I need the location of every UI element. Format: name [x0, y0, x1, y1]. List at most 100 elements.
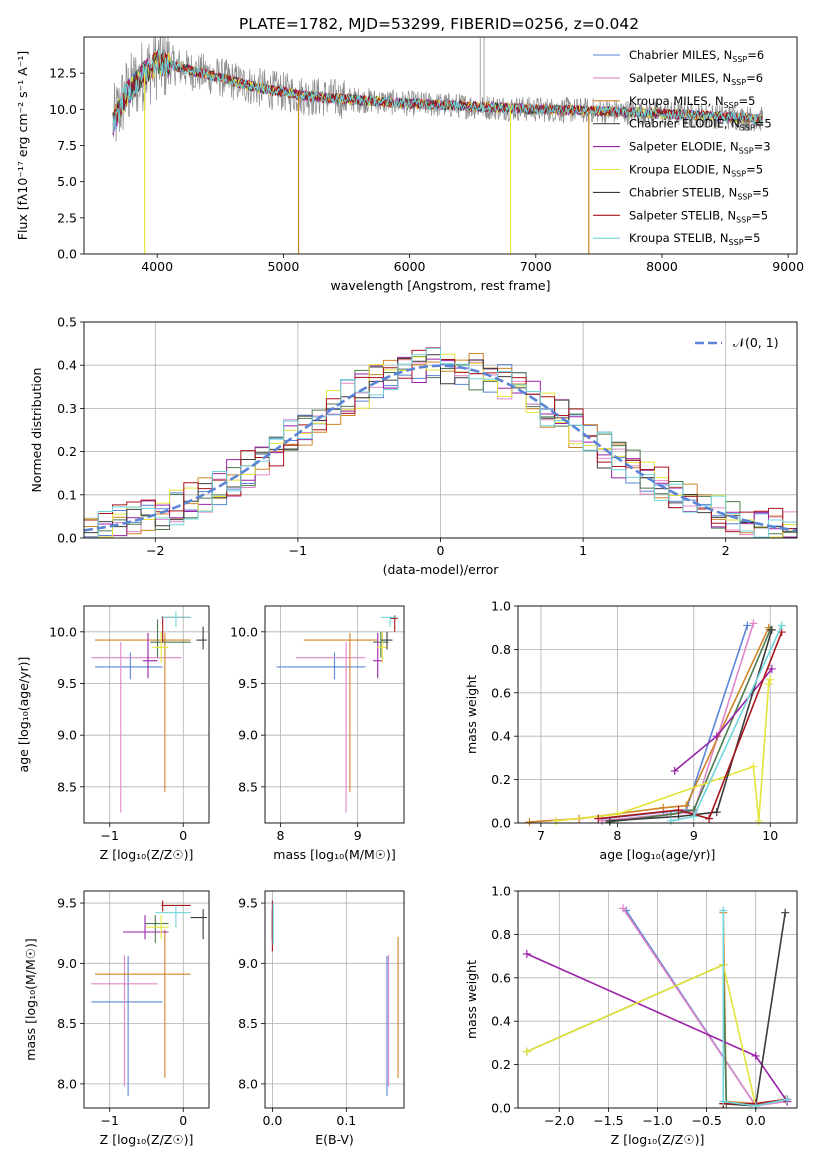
figure-title: PLATE=1782, MJD=53299, FIBERID=0256, z=0… — [239, 15, 639, 33]
mass-vs-ebv-chart: 0.0 0.1 8.0 8.5 9.0 9.5 E(B-V) — [238, 890, 405, 1147]
y-tick-label: 9.0 — [57, 956, 77, 971]
legend-entry: Salpeter STELIB, NSSP=5 — [629, 208, 768, 224]
y-tick-label: 1.0 — [491, 599, 511, 614]
y-tick-label: 8.5 — [57, 779, 77, 794]
x-tick-label: −2.0 — [544, 1113, 574, 1128]
age-vs-z-chart-grid — [84, 606, 209, 823]
y-tick-label: 2.5 — [57, 210, 77, 225]
weight-point — [719, 906, 728, 915]
mass-vs-ebv-chart-content — [271, 900, 399, 1096]
legend-entry: Salpeter ELODIE, NSSP=3 — [629, 140, 771, 156]
errorbar-point — [303, 632, 377, 792]
errorbar-point — [142, 632, 158, 679]
residual-histogram-chart-content — [84, 346, 797, 538]
mass-vs-z-chart-content — [91, 900, 207, 1096]
y-tick-label: 12.5 — [49, 66, 77, 81]
x-tick-label: −1 — [101, 828, 119, 843]
histogram-series — [84, 347, 797, 538]
x-tick-label: −1 — [101, 1113, 119, 1128]
weight-point — [522, 949, 531, 958]
weight-series — [522, 960, 760, 1110]
y-tick-label: 0.0 — [57, 247, 77, 262]
y-tick-label: 9.5 — [57, 896, 77, 911]
weight-point — [767, 625, 776, 634]
x-tick-label: 9 — [690, 828, 698, 843]
y-tick-label: 9.5 — [238, 676, 258, 691]
mass-vs-z-chart-frame — [83, 890, 210, 1109]
weight-vs-z-chart-content — [522, 904, 792, 1110]
y-tick-label: 9.0 — [238, 956, 258, 971]
legend-entry: Chabrier STELIB, NSSP=5 — [629, 185, 769, 201]
x-tick-label: 10 — [762, 828, 778, 843]
weight-series — [719, 908, 790, 1108]
y-tick-label: 9.5 — [238, 896, 258, 911]
x-tick-label: −1.5 — [593, 1113, 623, 1128]
weight-vs-z-chart-grid — [518, 890, 797, 1109]
legend-entry: Kroupa MILES, NSSP=5 — [629, 94, 755, 110]
weight-point — [719, 1097, 728, 1106]
weight-point — [659, 803, 668, 812]
x-tick-label: 0.1 — [336, 1113, 356, 1128]
errorbar-point — [390, 615, 398, 632]
weight-vs-z-chart: −2.0 −1.5 −1.0 −0.5 0.0 0.0 0.2 0.4 0.6 0.8 1.0 Z [… — [464, 884, 798, 1147]
y-tick-label: 9.0 — [238, 728, 258, 743]
x-tick-label: 8 — [613, 828, 621, 843]
errorbar-point — [150, 619, 191, 658]
y-tick-label: 0.2 — [491, 1057, 511, 1072]
legend-entry: Kroupa ELODIE, NSSP=5 — [629, 163, 763, 179]
weight-vs-age-chart-frame — [517, 605, 798, 824]
mass-vs-z-chart-xlabel: Z [log₁₀(Z/Z☉)] — [100, 1132, 194, 1147]
y-tick-label: 10.0 — [49, 102, 77, 117]
age-vs-z-chart-frame — [83, 605, 210, 824]
age-vs-mass-chart: 8 9 8.5 9.0 9.5 10.0 mass [log₁₀(M/M☉)] — [230, 605, 405, 862]
errorbar-point — [161, 611, 191, 627]
errorbar-point — [276, 652, 366, 680]
y-tick-label: 8.0 — [57, 1076, 77, 1091]
errorbar-point — [152, 631, 169, 663]
weight-point — [764, 680, 773, 689]
errorbar-point — [373, 631, 389, 658]
weight-series — [552, 675, 775, 825]
x-tick-label: 0 — [179, 1113, 187, 1128]
residual-histogram-chart: −2 −1 0 1 2 0.0 0.1 0.2 0.3 0.4 0.5 (data-model)/er… — [29, 315, 798, 577]
age-vs-mass-chart-content — [276, 615, 398, 813]
errorbar-point — [380, 631, 393, 650]
y-tick-label: 1.0 — [491, 884, 511, 899]
y-tick-label: 0.0 — [57, 531, 77, 546]
spectrum-model-series — [112, 49, 763, 133]
y-tick-label: 7.5 — [57, 138, 77, 153]
x-tick-label: 8 — [276, 828, 284, 843]
age-vs-z-chart-xlabel: Z [log₁₀(Z/Z☉)] — [100, 847, 194, 862]
y-tick-label: 0.8 — [491, 927, 511, 942]
x-tick-label: 5000 — [267, 259, 299, 274]
errorbar-point — [95, 929, 191, 1078]
legend-entry: Chabrier ELODIE, NSSP=5 — [629, 117, 772, 133]
errorbar-point — [373, 632, 383, 679]
age-vs-z-chart-content — [91, 611, 207, 813]
weight-point — [712, 808, 721, 817]
mass-vs-z-chart: −1 0 8.0 8.5 9.0 9.5 Z [log₁₀(Z/Z☉)] mass [log₁… — [23, 890, 210, 1147]
weight-point — [749, 619, 758, 628]
weight-vs-age-chart-xlabel: age [log₁₀(age/yr)] — [600, 847, 716, 862]
age-vs-z-chart-ylabel: age [log₁₀(age/yr)] — [16, 657, 31, 773]
x-tick-label: −1.0 — [642, 1113, 672, 1128]
histogram-series — [84, 354, 797, 534]
residual-histogram-chart-xlabel: (data-model)/error — [383, 562, 500, 577]
errorbar-point — [155, 905, 191, 928]
y-tick-label: 8.0 — [238, 1076, 258, 1091]
legend-entry: 𝒩(0, 1) — [733, 335, 779, 350]
weight-point — [766, 675, 775, 684]
weight-point — [712, 732, 721, 741]
weight-vs-age-chart: 7 8 9 10 0.0 0.2 0.4 0.6 0.8 1.0 age [log₁₀(age/yr… — [464, 599, 798, 862]
weight-point — [682, 801, 691, 810]
y-tick-label: 8.5 — [57, 1016, 77, 1031]
weight-point — [705, 814, 714, 823]
normal-reference-curve — [84, 364, 797, 532]
x-tick-label: 0.0 — [262, 1113, 282, 1128]
weight-vs-z-chart-ylabel: mass weight — [464, 960, 479, 1039]
y-tick-label: 0.6 — [491, 685, 511, 700]
y-tick-label: 0.3 — [57, 401, 77, 416]
weight-point — [666, 816, 675, 825]
y-tick-label: 0.2 — [57, 444, 77, 459]
y-tick-label: 0.4 — [57, 358, 77, 373]
